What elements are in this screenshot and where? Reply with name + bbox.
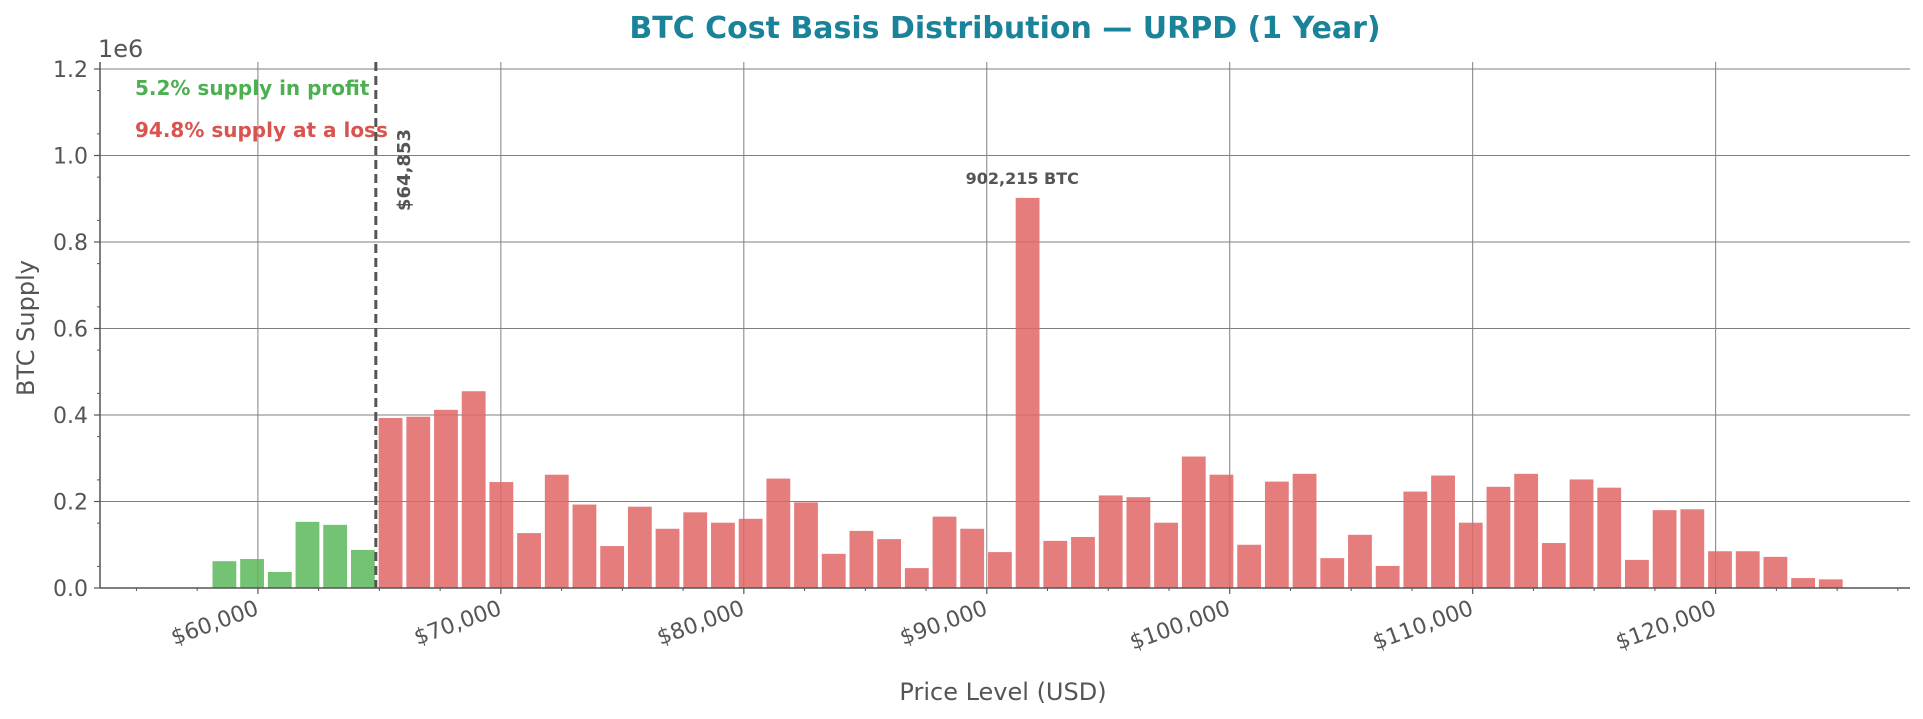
loss-bar xyxy=(1541,543,1566,588)
loss-bar xyxy=(572,504,597,588)
loss-bar xyxy=(904,568,929,588)
x-tick-label: $60,000 xyxy=(168,596,262,651)
y-tick-label: 1.0 xyxy=(53,145,88,170)
y-tick-label: 0.6 xyxy=(53,318,88,343)
loss-bar xyxy=(1458,522,1483,588)
loss-bar xyxy=(517,533,541,588)
loss-bar xyxy=(738,518,763,588)
y-tick-label: 1.2 xyxy=(53,58,88,83)
loss-bar xyxy=(600,546,625,588)
loss-bar xyxy=(406,416,431,588)
loss-bar xyxy=(1098,495,1123,588)
loss-bar xyxy=(1320,558,1345,588)
profit-bar xyxy=(267,571,292,588)
loss-bar xyxy=(489,482,514,588)
loss-bar xyxy=(1735,551,1760,588)
loss-bar xyxy=(1126,497,1151,588)
loss-bar xyxy=(1292,473,1317,588)
loss-bar xyxy=(434,409,458,588)
loss-bar xyxy=(655,528,680,588)
loss-bar xyxy=(1791,578,1816,588)
loss-bar xyxy=(1043,540,1068,588)
chart-title: BTC Cost Basis Distribution — URPD (1 Ye… xyxy=(629,11,1380,46)
x-tick-label: $110,000 xyxy=(1370,596,1477,655)
loss-bar xyxy=(1597,487,1622,588)
x-tick-label: $90,000 xyxy=(897,596,991,651)
y-axis-title: BTC Supply xyxy=(12,260,40,396)
profit-bar xyxy=(240,559,264,588)
loss-bar xyxy=(1486,486,1511,588)
x-tick-label: $100,000 xyxy=(1127,596,1234,655)
loss-bar xyxy=(711,522,735,588)
x-tick-label: $70,000 xyxy=(411,596,505,651)
loss-bar xyxy=(821,553,846,588)
loss-bar xyxy=(849,530,874,588)
profit-bar xyxy=(350,549,375,588)
loss-bar xyxy=(1680,509,1705,588)
current-price-label: $64,853 xyxy=(394,129,415,211)
loss-bar xyxy=(1625,559,1649,588)
loss-bar xyxy=(766,478,791,588)
loss-bar xyxy=(1818,579,1843,588)
loss-supply-label: 94.8% supply at a loss xyxy=(135,118,388,142)
profit-bar xyxy=(323,524,348,588)
loss-bar xyxy=(627,506,652,588)
loss-bar xyxy=(877,539,902,588)
loss-bar xyxy=(1348,534,1372,588)
loss-bar xyxy=(1708,551,1732,588)
loss-bar xyxy=(544,474,569,588)
loss-bar xyxy=(1431,475,1455,588)
loss-bar xyxy=(1237,544,1262,588)
loss-bar xyxy=(1015,197,1040,588)
loss-bar xyxy=(1209,474,1234,588)
loss-bar xyxy=(1181,456,1206,588)
loss-bar xyxy=(932,516,957,588)
loss-bar xyxy=(987,552,1012,588)
annotations: 5.2% supply in profit 94.8% supply at a … xyxy=(135,62,1079,588)
loss-bar xyxy=(1071,536,1095,588)
loss-bar xyxy=(1514,473,1539,588)
y-tick-label: 0.0 xyxy=(53,577,88,602)
grid-lines xyxy=(100,62,1910,588)
profit-bar xyxy=(212,561,237,588)
bars-group xyxy=(212,197,1843,588)
loss-bar xyxy=(683,512,708,588)
peak-value-label: 902,215 BTC xyxy=(966,169,1079,188)
y-axis-multiplier: 1e6 xyxy=(98,35,143,63)
loss-bar xyxy=(1763,556,1788,588)
loss-bar xyxy=(1154,522,1178,588)
profit-bar xyxy=(295,521,320,588)
loss-bar xyxy=(1375,565,1400,588)
y-tick-label: 0.4 xyxy=(53,404,88,429)
x-tick-label: $80,000 xyxy=(654,596,748,651)
y-tick-label: 0.8 xyxy=(53,231,88,256)
x-axis-title: Price Level (USD) xyxy=(899,678,1106,706)
loss-bar xyxy=(794,502,818,588)
loss-bar xyxy=(1652,510,1677,588)
loss-bar xyxy=(1569,479,1594,588)
loss-bar xyxy=(461,391,486,588)
y-tick-label: 0.2 xyxy=(53,491,88,516)
loss-bar xyxy=(960,528,985,588)
loss-bar xyxy=(1264,481,1289,588)
loss-bar xyxy=(1403,491,1428,588)
x-tick-label: $120,000 xyxy=(1612,596,1719,655)
loss-bar xyxy=(378,418,403,588)
profit-supply-label: 5.2% supply in profit xyxy=(135,76,370,100)
